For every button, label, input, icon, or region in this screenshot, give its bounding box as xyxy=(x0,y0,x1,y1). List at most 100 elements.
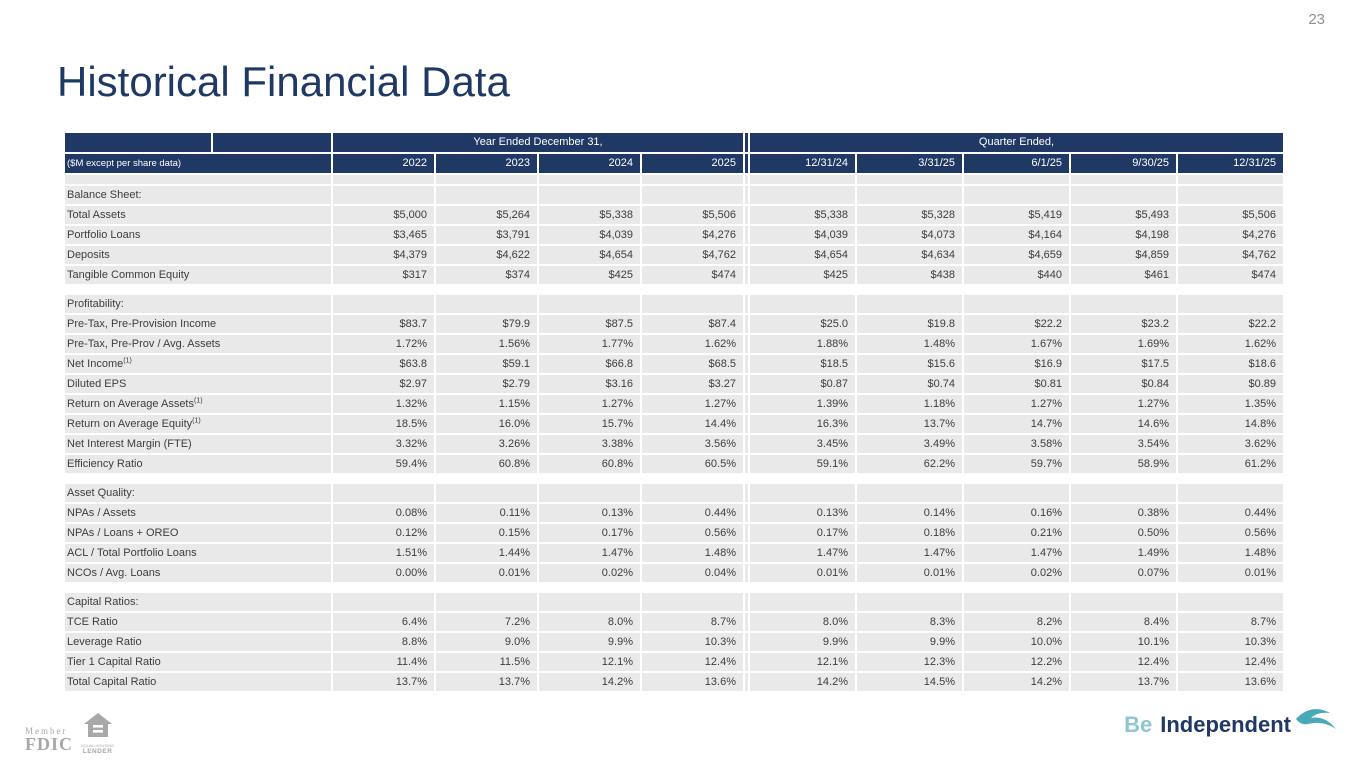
year-value-cell: 0.04% xyxy=(642,564,743,582)
table-row: Net Income(1) $63.8 $59.1 $66.8 $68.5 $18.5 $1… xyxy=(65,355,1287,373)
page-number: 23 xyxy=(1308,11,1325,28)
quarter-column-header: 9/30/25 xyxy=(1071,154,1176,173)
year-value-cell: $5,264 xyxy=(436,206,537,224)
row-label: Efficiency Ratio xyxy=(65,455,331,473)
quarter-value-cell: 9.9% xyxy=(750,633,855,651)
table-row: Total Assets $5,000 $5,264 $5,338 $5,506 $5,3… xyxy=(65,206,1287,224)
quarter-value-cell: 0.16% xyxy=(964,504,1069,522)
quarter-value-cell xyxy=(857,593,962,611)
quarter-value-cell xyxy=(1071,186,1176,204)
year-value-cell: $4,379 xyxy=(333,246,434,264)
quarter-column-header: 12/31/25 xyxy=(1178,154,1283,173)
section-header-row: Capital Ratios: xyxy=(65,593,1287,611)
year-value-cell xyxy=(333,175,434,184)
quarter-value-cell: $18.6 xyxy=(1178,355,1283,373)
year-value-cell: 0.56% xyxy=(642,524,743,542)
quarter-value-cell: 12.4% xyxy=(1071,653,1176,671)
quarter-value-cell: 3.54% xyxy=(1071,435,1176,453)
table-row: Tier 1 Capital Ratio 11.4% 11.5% 12.1% 12.4%… xyxy=(65,653,1287,671)
year-value-cell: 0.13% xyxy=(539,504,640,522)
quarter-value-cell: 1.47% xyxy=(750,544,855,562)
table-body: Balance Sheet: Total Assets $5,000 $5,264 $5… xyxy=(65,175,1287,691)
row-label: ACL / Total Portfolio Loans xyxy=(65,544,331,562)
row-label: Leverage Ratio xyxy=(65,633,331,651)
quarter-value-cell: 1.48% xyxy=(1178,544,1283,562)
year-value-cell: 16.0% xyxy=(436,415,537,433)
quarter-column-header: 6/1/25 xyxy=(964,154,1069,173)
year-value-cell: 60.8% xyxy=(539,455,640,473)
year-value-cell: 13.6% xyxy=(642,673,743,691)
quarter-value-cell: 0.01% xyxy=(857,564,962,582)
quarter-value-cell: $0.74 xyxy=(857,375,962,393)
quarter-value-cell: $4,198 xyxy=(1071,226,1176,244)
row-separator xyxy=(745,395,748,413)
quarter-value-cell: 3.49% xyxy=(857,435,962,453)
quarter-value-cell xyxy=(964,295,1069,313)
quarter-value-cell: 58.9% xyxy=(1071,455,1176,473)
quarter-value-cell: $4,039 xyxy=(750,226,855,244)
year-value-cell xyxy=(436,295,537,313)
quarter-value-cell: 8.4% xyxy=(1071,613,1176,631)
row-label: Net Interest Margin (FTE) xyxy=(65,435,331,453)
table-row: Return on Average Equity(1) 18.5% 16.0% 15.… xyxy=(65,415,1287,433)
quarter-value-cell: $4,276 xyxy=(1178,226,1283,244)
row-separator xyxy=(745,246,748,264)
quarter-value-cell: 62.2% xyxy=(857,455,962,473)
table-header-columns-row: ($M except per share data) 2022 2023 2024 20… xyxy=(65,154,1287,173)
row-label: Return on Average Assets(1) xyxy=(65,395,331,413)
year-value-cell: 14.2% xyxy=(539,673,640,691)
quarter-value-cell: 14.5% xyxy=(857,673,962,691)
quarter-value-cell: $4,762 xyxy=(1178,246,1283,264)
year-value-cell: $68.5 xyxy=(642,355,743,373)
year-value-cell: 1.47% xyxy=(539,544,640,562)
table-header: Year Ended December 31, Quarter Ended, ($M… xyxy=(65,133,1287,173)
row-separator xyxy=(745,175,748,184)
year-value-cell: $4,654 xyxy=(539,246,640,264)
table-row: NPAs / Loans + OREO 0.12% 0.15% 0.17% 0.56% 0… xyxy=(65,524,1287,542)
year-value-cell xyxy=(642,175,743,184)
year-value-cell: 3.56% xyxy=(642,435,743,453)
year-value-cell xyxy=(642,593,743,611)
row-label: Diluted EPS xyxy=(65,375,331,393)
quarter-value-cell: 0.01% xyxy=(750,564,855,582)
quarter-value-cell: 3.62% xyxy=(1178,435,1283,453)
year-value-cell: 3.26% xyxy=(436,435,537,453)
year-column-header: 2023 xyxy=(436,154,537,173)
quarter-value-cell: $5,493 xyxy=(1071,206,1176,224)
row-label: NPAs / Loans + OREO xyxy=(65,524,331,542)
year-value-cell xyxy=(436,186,537,204)
quarter-value-cell xyxy=(1071,484,1176,502)
fdic-label: FDIC xyxy=(25,734,73,754)
quarter-value-cell: 1.88% xyxy=(750,335,855,353)
quarter-value-cell xyxy=(1178,593,1283,611)
row-separator xyxy=(745,564,748,582)
table-row: Efficiency Ratio 59.4% 60.8% 60.8% 60.5% 59.1… xyxy=(65,455,1287,473)
year-value-cell: 0.12% xyxy=(333,524,434,542)
year-value-cell: 1.44% xyxy=(436,544,537,562)
quarter-value-cell: $4,634 xyxy=(857,246,962,264)
footnote-marker: (1) xyxy=(192,417,201,425)
year-value-cell: 0.08% xyxy=(333,504,434,522)
year-value-cell: 1.27% xyxy=(539,395,640,413)
quarter-value-cell: 13.7% xyxy=(1071,673,1176,691)
quarter-value-cell: 16.3% xyxy=(750,415,855,433)
quarter-value-cell: 0.44% xyxy=(1178,504,1283,522)
year-value-cell: 13.7% xyxy=(333,673,434,691)
quarter-value-cell xyxy=(750,295,855,313)
section-gap xyxy=(65,475,1287,484)
table-row: Diluted EPS $2.97 $2.79 $3.16 $3.27 $0.87 $0.7… xyxy=(65,375,1287,393)
row-separator xyxy=(745,415,748,433)
quarter-value-cell: 0.18% xyxy=(857,524,962,542)
year-value-cell: $4,039 xyxy=(539,226,640,244)
year-value-cell: 3.32% xyxy=(333,435,434,453)
year-value-cell: $3.16 xyxy=(539,375,640,393)
year-value-cell: 0.15% xyxy=(436,524,537,542)
quarter-value-cell xyxy=(1178,484,1283,502)
quarter-value-cell: 0.50% xyxy=(1071,524,1176,542)
year-value-cell: 60.5% xyxy=(642,455,743,473)
year-value-cell xyxy=(642,186,743,204)
year-value-cell: 15.7% xyxy=(539,415,640,433)
year-value-cell: 8.0% xyxy=(539,613,640,631)
year-value-cell: 18.5% xyxy=(333,415,434,433)
year-value-cell xyxy=(436,175,537,184)
